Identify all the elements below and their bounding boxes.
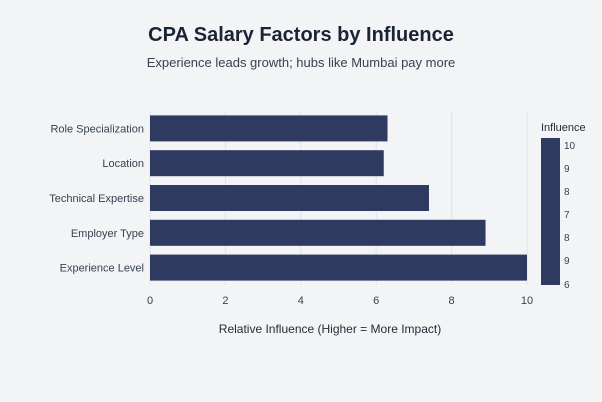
y-category-label: Role Specialization [50,123,144,135]
chart-subtitle: Experience leads growth; hubs like Mumba… [146,55,456,70]
x-tick-label: 6 [373,295,379,307]
x-tick-label: 2 [222,295,228,307]
x-axis-label: Relative Influence (Higher = More Impact… [219,322,441,336]
x-tick-label: 0 [147,295,153,307]
bar [150,185,429,211]
y-category-label: Employer Type [71,228,144,240]
legend-tick-label: 7 [564,210,570,221]
legend-tick-label: 9 [564,164,570,175]
legend-color-bar [541,138,560,285]
legend-tick-label: 10 [564,141,576,152]
legend-title: Influence [541,122,586,134]
legend-tick-label: 9 [564,256,570,267]
x-tick-label: 10 [521,295,533,307]
y-category-label: Experience Level [60,263,144,275]
legend-tick-label: 8 [564,233,570,244]
bar [150,115,388,142]
legend-tick-label: 6 [564,280,570,291]
bar [150,150,384,177]
bar [150,219,486,246]
chart-title: CPA Salary Factors by Influence [148,24,454,46]
x-tick-label: 4 [298,295,304,307]
bar [150,254,527,281]
y-category-label: Technical Expertise [49,193,144,205]
y-category-label: Location [102,158,144,170]
legend-tick-label: 8 [564,187,570,198]
x-tick-label: 8 [449,295,455,307]
